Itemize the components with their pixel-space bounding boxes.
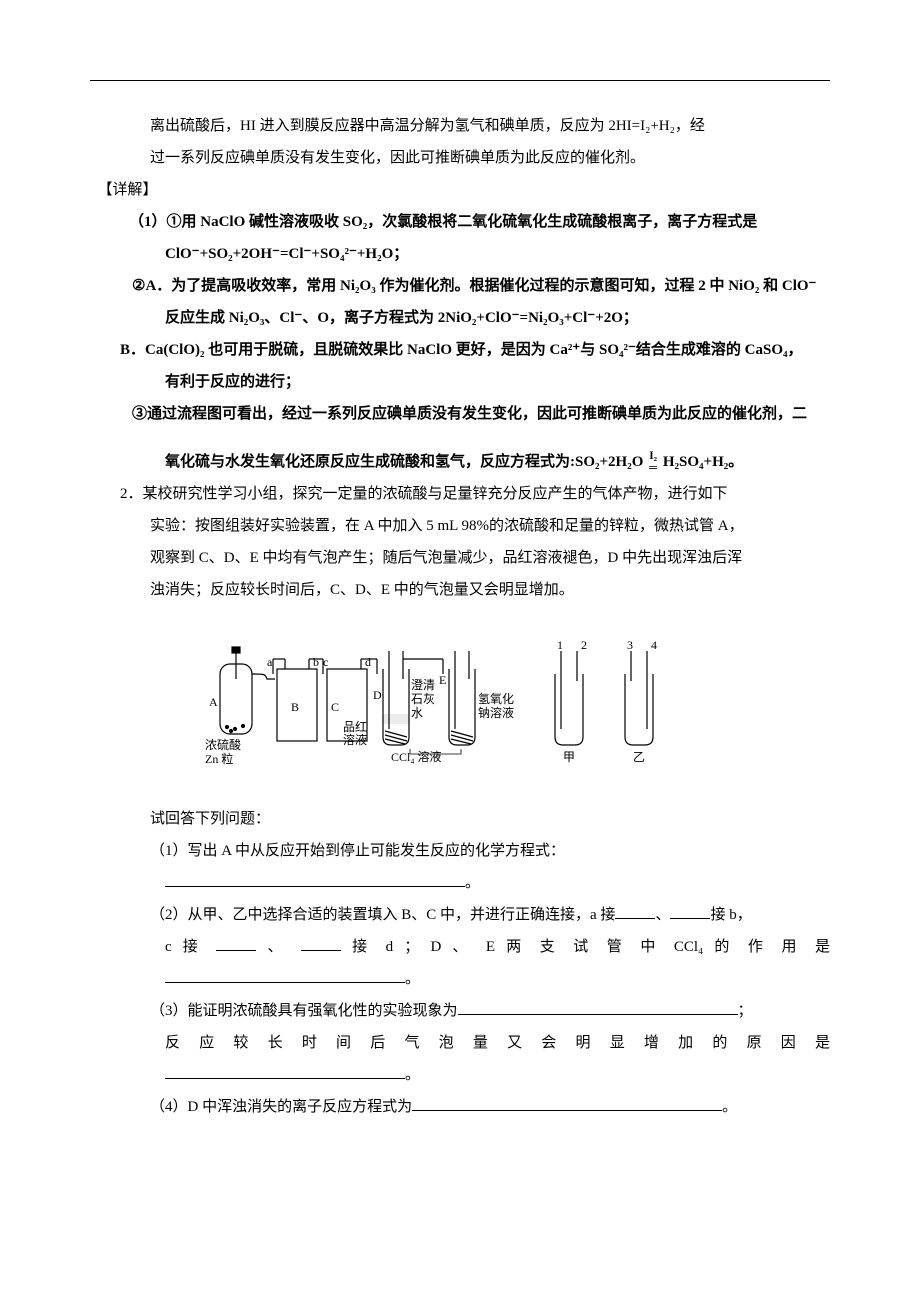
period-2: 。 [405,971,420,987]
q2-sub3-line1: （3）能证明浓硫酸具有强氧化性的实验现象为 ； [90,996,830,1026]
svg-text:澄清: 澄清 [411,677,435,692]
svg-text:3: 3 [627,638,633,652]
svg-text:1: 1 [557,638,563,652]
svg-text:浓硫酸: 浓硫酸 [205,737,241,752]
q2-sub2-line2: c 接 、 接 d ； D 、 E 两 支 试 管 中 CCl₄ 的 作 用 是 [90,932,830,962]
svg-text:E: E [439,673,446,687]
blank-4 [412,1096,722,1111]
analysis-line-2: 过一系列反应碘单质没有发生变化，因此可推断碘单质为此反应的催化剂。 [90,143,830,173]
q2-line-4: 浊消失；反应较长时间后，C、D、E 中的气泡量又会明显增加。 [90,575,830,605]
s2a-mid: 、 [655,907,670,923]
top-rule [90,80,830,81]
svg-text:B: B [291,700,299,714]
q2-sub2-line1: （2）从甲、乙中选择合适的装置填入 B、C 中，并进行正确连接，a 接 、 接 b， [90,900,830,930]
item-1-1-eq: ClO⁻+SO₂+2OH⁻=Cl⁻+SO₄²⁻+H₂O； [90,239,830,269]
apparatus-figure: A 浓硫酸 Zn 粒 B a b C c d 品红 溶液 [90,619,830,790]
svg-text:C: C [331,700,339,714]
blank-3b [165,1064,405,1079]
svg-text:石灰: 石灰 [411,692,435,706]
period-3: 。 [405,1067,420,1083]
svg-text:水: 水 [411,706,423,720]
s2b-post: 接 d ； D 、 E 两 支 试 管 中 CCl₄ 的 作 用 是 [341,939,830,955]
blank-2a [615,904,655,919]
q2-line-2: 实验：按图组装好实验装置，在 A 中加入 5 mL 98%的浓硫酸和足量的锌粒，… [90,511,830,541]
svg-text:d: d [365,655,371,669]
svg-text:Zn 粒: Zn 粒 [205,751,233,766]
q2-sub3-line2: 反 应 较 长 时 间 后 气 泡 量 又 会 明 显 增 加 的 原 因 是 [90,1028,830,1058]
svg-text:c: c [323,655,328,669]
s2b-mid: 、 [256,939,301,955]
detail-label: 【详解】 [90,175,830,205]
item-3-pre: 氧化硫与水发生氧化还原反应生成硫酸和氢气，反应方程式为:SO₂+2H₂O [165,454,643,470]
svg-text:4: 4 [651,638,657,652]
q2-s4: （4）D 中浑浊消失的离子反应方程式为 [150,1099,412,1115]
q2-sub3-blank: 。 [90,1060,830,1090]
q2-p1: 某校研究性学习小组，探究一定量的浓硫酸与足量锌充分反应产生的气体产物，进行如下 [143,486,728,502]
cond-eq: ═ [649,462,657,474]
blank-1 [165,872,465,887]
q2-s2a: （2）从甲、乙中选择合适的装置填入 B、C 中，并进行正确连接，a 接 [150,907,615,923]
svg-text:品红: 品红 [343,719,367,734]
svg-text:甲: 甲 [563,750,575,764]
q2-sub1: （1）写出 A 中从反应开始到停止可能发生反应的化学方程式： [90,836,830,866]
analysis-line-1: 离出硫酸后，HI 进入到膜反应器中高温分解为氢气和碘单质，反应为 2HI=I₂+… [90,111,830,141]
item-2a: ②A．为了提高吸收效率，常用 Ni₂O₃ 作为催化剂。根据催化过程的示意图可知，… [90,271,830,301]
blank-3a [458,1000,738,1015]
s2b-pre: c 接 [165,939,216,955]
q2-line-1: 2．某校研究性学习小组，探究一定量的浓硫酸与足量锌充分反应产生的气体产物，进行如… [90,479,830,509]
q2-num: 2． [120,486,143,502]
q2-answer-label: 试回答下列问题： [90,804,830,834]
q2-s3a: （3）能证明浓硫酸具有强氧化性的实验现象为 [150,1003,458,1019]
q2-sub2-blank: 。 [90,964,830,994]
q2-sub4: （4）D 中浑浊消失的离子反应方程式为 。 [90,1092,830,1122]
period-4: 。 [722,1099,737,1115]
cond-top: I₂ [649,450,657,462]
item-2b-cont: 有利于反应的进行； [90,367,830,397]
item-3: ③通过流程图可看出，经过一系列反应碘单质没有发生变化，因此可推断碘单质为此反应的… [90,399,830,429]
svg-text:2: 2 [581,638,587,652]
svg-text:CCl₄ 溶液: CCl₄ 溶液 [391,749,442,764]
svg-text:溶液: 溶液 [343,732,367,747]
item-2a-cont: 反应生成 Ni₂O₃、Cl⁻、O，离子方程式为 2NiO₂+ClO⁻=Ni₂O₃… [90,303,830,333]
svg-text:D: D [373,688,382,702]
item-1-1: （1）①用 NaClO 碱性溶液吸收 SO₂，次氯酸根将二氧化硫氧化生成硫酸根离… [90,207,830,237]
apparatus-svg: A 浓硫酸 Zn 粒 B a b C c d 品红 溶液 [205,619,715,779]
svg-text:钠溶液: 钠溶液 [478,705,514,720]
period-1: 。 [465,875,480,891]
q2-line-3: 观察到 C、D、E 中均有气泡产生；随后气泡量减少，品红溶液褪色，D 中先出现浑… [90,543,830,573]
blank-2c [216,936,256,951]
blank-2e [165,968,405,983]
s2a-end: 接 b， [710,907,751,923]
item-3-post: H₂SO₄+H₂。 [663,454,743,470]
item-2b: B．Ca(ClO)₂ 也可用于脱硫，且脱硫效果比 NaClO 更好，是因为 Ca… [90,335,830,365]
s3a-semi: ； [738,1003,753,1019]
blank-2d [301,936,341,951]
blank-2b [670,904,710,919]
svg-text:a: a [267,655,273,669]
item-3-cont: 氧化硫与水发生氧化还原反应生成硫酸和氢气，反应方程式为:SO₂+2H₂O I₂ … [90,447,830,477]
question-2: 2．某校研究性学习小组，探究一定量的浓硫酸与足量锌充分反应产生的气体产物，进行如… [90,479,830,1122]
svg-text:氢氧化: 氢氧化 [478,691,514,706]
svg-text:乙: 乙 [633,750,645,764]
svg-text:b: b [313,655,319,669]
reaction-condition: I₂ ═ [649,451,657,474]
q2-sub1-blank: 。 [90,868,830,898]
svg-text:A: A [209,695,218,709]
